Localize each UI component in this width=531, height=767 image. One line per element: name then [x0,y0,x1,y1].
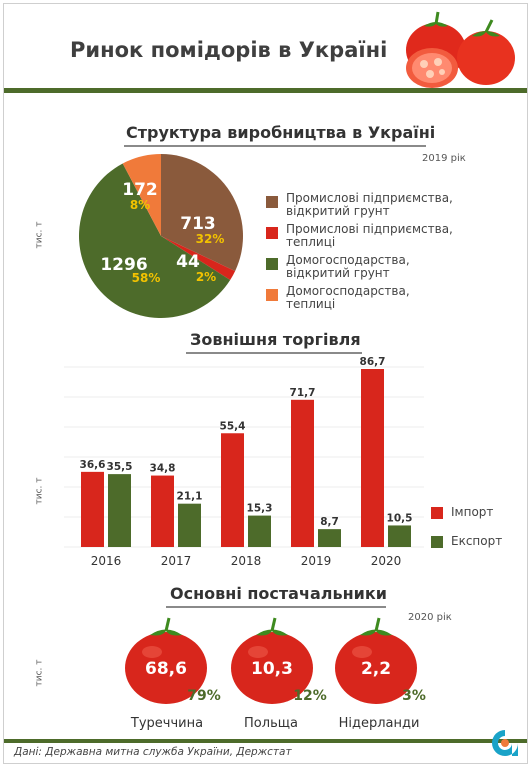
bar-value-label: 36,6 [80,459,106,471]
tomato-icon [125,617,207,704]
legend-item: Домогосподарства, відкритий грунт [266,254,521,285]
trade-bar-chart: 36,6 35,5 2016 34,8 21,1 2017 55,4 15,3 2018 71,7… [64,356,424,568]
brand-logo-icon [492,730,518,756]
legend-swatch [266,258,278,270]
import-bar [221,433,244,547]
bar-value-label: 55,4 [220,420,246,432]
legend-item: Домогосподарства, теплиці [266,285,521,316]
legend-label: Експорт [451,534,503,548]
suppliers-year: 2020 рік [408,612,452,623]
supplier-value: 2,2 [361,659,391,679]
bar-value-label: 15,3 [247,503,273,515]
bar-value-label: 8,7 [320,516,339,528]
legend-swatch [266,196,278,208]
pie-value-label: 713 [180,214,216,234]
header-divider [4,88,527,93]
export-bar [108,474,131,547]
legend-item: Промислові підприємства, теплиці [266,223,521,254]
legend-label: Домогосподарства, теплиці [286,284,410,311]
pie-percent-label: 58% [132,271,161,285]
production-title-underline [124,145,426,147]
pie-value-label: 172 [122,180,158,200]
trade-title-underline [186,352,362,354]
import-bar [361,369,384,547]
trade-title: Зовнішня торгівля [190,330,361,349]
supplier-share: 3% [402,688,426,704]
suppliers-title: Основні постачальники [170,584,387,603]
legend-label: Імпорт [451,505,494,519]
infographic: Ринок помідорів в Україні Структура виро… [3,3,528,764]
import-bar [81,471,104,547]
production-title: Структура виробництва в Україні [126,123,436,142]
bar-value-label: 34,8 [150,463,176,475]
pie-slice [78,163,231,318]
production-legend: Промислові підприємства, відкритий грунт… [266,192,521,316]
import-bar [151,475,174,547]
legend-label: Промислові підприємства, теплиці [286,222,453,249]
pie-percent-label: 8% [130,198,150,212]
bar-value-label: 10,5 [387,512,413,524]
x-tick-label: 2019 [301,554,332,568]
supplier-share: 12% [293,688,327,704]
supplier-name: Польща [244,716,298,731]
export-bar [388,525,411,547]
import-bar [291,399,314,547]
legend-label: Промислові підприємства, відкритий грунт [286,191,453,218]
tomato-icon [335,617,417,704]
legend-label: Домогосподарства, відкритий грунт [286,253,410,280]
legend-swatch [266,227,278,239]
tomatoes-icon [406,11,515,88]
trade-unit: тис. т [34,477,45,505]
suppliers-title-underline [166,606,386,608]
pie-value-label: 1296 [100,255,147,275]
supplier-name: Нідерланди [338,716,420,731]
bar-value-label: 21,1 [177,491,203,503]
page-title: Ринок помідорів в Україні [70,38,388,62]
bar-value-label: 35,5 [107,461,133,473]
pie-slice [122,154,161,236]
x-tick-label: 2017 [161,554,192,568]
legend-item: Промислові підприємства, відкритий грунт [266,192,521,223]
legend-swatch [266,289,278,301]
supplier-name: Туреччина [130,716,204,731]
x-tick-label: 2018 [231,554,262,568]
export-bar [178,503,201,547]
export-bar [318,529,341,547]
legend-swatch [431,507,443,519]
bar-value-label: 71,7 [290,387,316,399]
pie-slice [161,236,236,281]
header: Ринок помідорів в Україні [4,4,527,93]
production-unit: тис. т [34,221,45,249]
production-year: 2019 рік [422,153,466,164]
bar-value-label: 86,7 [360,356,386,368]
suppliers-unit: тис. т [34,659,45,687]
supplier-value: 10,3 [251,659,293,679]
supplier-share: 79% [187,688,221,704]
footer-divider [4,739,527,743]
legend-swatch [431,536,443,548]
pie-value-label: 44 [176,252,200,272]
pie-slice [161,154,243,272]
pie-percent-label: 2% [196,270,216,284]
x-tick-label: 2016 [91,554,122,568]
supplier-value: 68,6 [145,659,187,679]
x-tick-label: 2020 [371,554,402,568]
export-bar [248,515,271,547]
pie-percent-label: 32% [196,232,225,246]
suppliers-chart: 68,679% 10,312% 2,2 3% [125,617,426,704]
tomato-icon [231,617,313,704]
source-note: Дані: Державна митна служба України, Дер… [14,746,292,758]
